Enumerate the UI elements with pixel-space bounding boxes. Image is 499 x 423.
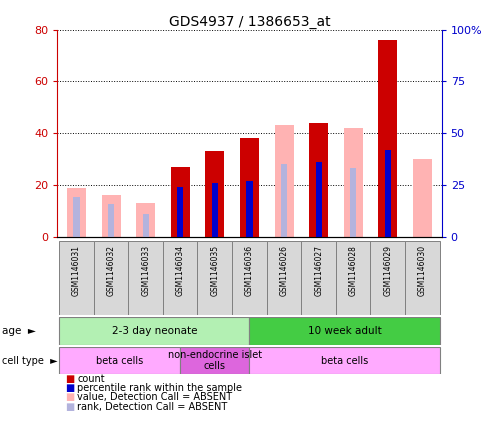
Bar	[250, 317, 440, 345]
Bar	[212, 183, 218, 237]
Text: percentile rank within the sample: percentile rank within the sample	[77, 383, 243, 393]
Text: cell type  ►: cell type ►	[2, 356, 58, 365]
Bar	[101, 195, 121, 237]
Text: GSM1146030: GSM1146030	[418, 245, 427, 296]
Bar	[171, 167, 190, 237]
Text: ■: ■	[65, 374, 74, 384]
Bar	[59, 317, 250, 345]
Bar	[59, 347, 180, 374]
Bar	[266, 241, 301, 315]
Text: non-endocrine islet
cells: non-endocrine islet cells	[168, 350, 262, 371]
Text: count: count	[77, 374, 105, 384]
Bar	[128, 241, 163, 315]
Bar	[315, 162, 322, 237]
Bar	[94, 241, 129, 315]
Text: GSM1146031: GSM1146031	[72, 245, 81, 296]
Bar	[413, 159, 432, 237]
Bar	[240, 138, 259, 237]
Bar	[67, 188, 86, 237]
Bar	[344, 128, 363, 237]
Bar	[301, 241, 336, 315]
Bar	[336, 241, 371, 315]
Text: GSM1146036: GSM1146036	[245, 245, 254, 296]
Bar	[59, 241, 94, 315]
Text: rank, Detection Call = ABSENT: rank, Detection Call = ABSENT	[77, 401, 228, 412]
Bar	[281, 165, 287, 237]
Bar	[136, 203, 155, 237]
Text: GSM1146032: GSM1146032	[107, 245, 116, 296]
Bar	[350, 168, 356, 237]
Bar	[73, 198, 79, 237]
Text: ■: ■	[65, 401, 74, 412]
Text: value, Detection Call = ABSENT: value, Detection Call = ABSENT	[77, 392, 233, 402]
Bar	[378, 40, 398, 237]
Bar	[232, 241, 267, 315]
Text: age  ►: age ►	[2, 326, 36, 336]
Text: GDS4937 / 1386653_at: GDS4937 / 1386653_at	[169, 15, 330, 29]
Text: ■: ■	[65, 392, 74, 402]
Bar	[198, 241, 233, 315]
Bar	[177, 187, 184, 237]
Text: GSM1146033: GSM1146033	[141, 245, 150, 296]
Bar	[163, 241, 198, 315]
Text: 10 week adult: 10 week adult	[308, 326, 382, 336]
Text: GSM1146028: GSM1146028	[349, 245, 358, 296]
Bar	[405, 241, 440, 315]
Bar	[247, 181, 252, 237]
Bar	[370, 241, 405, 315]
Bar	[250, 347, 440, 374]
Text: GSM1146034: GSM1146034	[176, 245, 185, 296]
Bar	[108, 204, 114, 237]
Bar	[274, 126, 293, 237]
Text: 2-3 day neonate: 2-3 day neonate	[112, 326, 197, 336]
Bar	[180, 347, 250, 374]
Text: ■: ■	[65, 383, 74, 393]
Bar	[309, 123, 328, 237]
Bar	[385, 150, 391, 237]
Text: GSM1146035: GSM1146035	[211, 245, 220, 296]
Text: GSM1146029: GSM1146029	[383, 245, 392, 296]
Bar	[143, 214, 149, 237]
Text: beta cells: beta cells	[96, 356, 143, 365]
Text: GSM1146027: GSM1146027	[314, 245, 323, 296]
Bar	[206, 151, 225, 237]
Text: beta cells: beta cells	[321, 356, 368, 365]
Text: GSM1146026: GSM1146026	[279, 245, 288, 296]
